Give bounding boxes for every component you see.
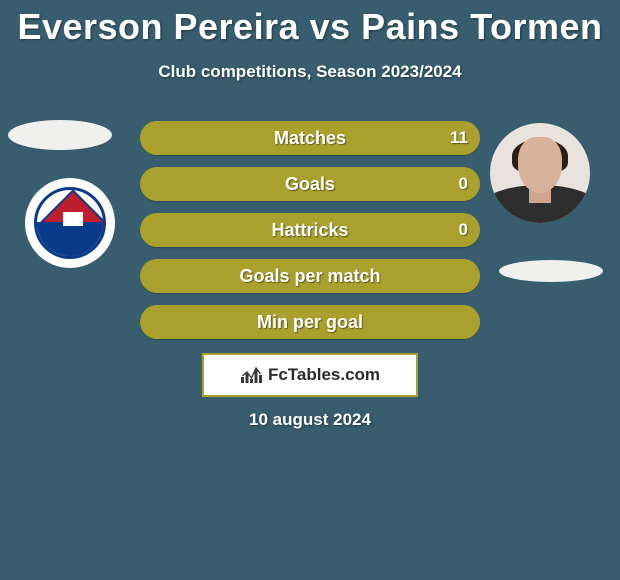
stat-bar-value-right: 11: [450, 121, 468, 155]
stat-bar: Goals0: [140, 167, 480, 201]
club-right-placeholder: [499, 260, 603, 282]
stat-bar-label: Min per goal: [140, 305, 480, 339]
stat-bar-label: Matches: [140, 121, 480, 155]
club-crest-left: [25, 178, 115, 268]
chart-icon: [240, 365, 264, 385]
stat-bar: Min per goal: [140, 305, 480, 339]
brand-text: FcTables.com: [268, 365, 380, 385]
comparison-bars: Matches11Goals0Hattricks0Goals per match…: [140, 121, 480, 351]
footer-date: 10 august 2024: [0, 410, 620, 430]
club-crest-inner: [34, 187, 106, 259]
photo-face: [518, 137, 562, 193]
player-right-photo: [490, 123, 590, 223]
stat-bar-label: Goals: [140, 167, 480, 201]
stat-bar-value-right: 0: [459, 213, 468, 247]
stat-bar: Goals per match: [140, 259, 480, 293]
crest-shape-ship: [63, 212, 83, 226]
brand-badge: FcTables.com: [202, 353, 418, 397]
stat-bar: Hattricks0: [140, 213, 480, 247]
page-title: Everson Pereira vs Pains Tormen: [0, 0, 620, 48]
page-subtitle: Club competitions, Season 2023/2024: [0, 62, 620, 82]
stat-bar-label: Goals per match: [140, 259, 480, 293]
player-left-placeholder: [8, 120, 112, 150]
stat-bar: Matches11: [140, 121, 480, 155]
stat-bar-value-right: 0: [459, 167, 468, 201]
stat-bar-label: Hattricks: [140, 213, 480, 247]
crest-shape-blue: [37, 222, 106, 259]
